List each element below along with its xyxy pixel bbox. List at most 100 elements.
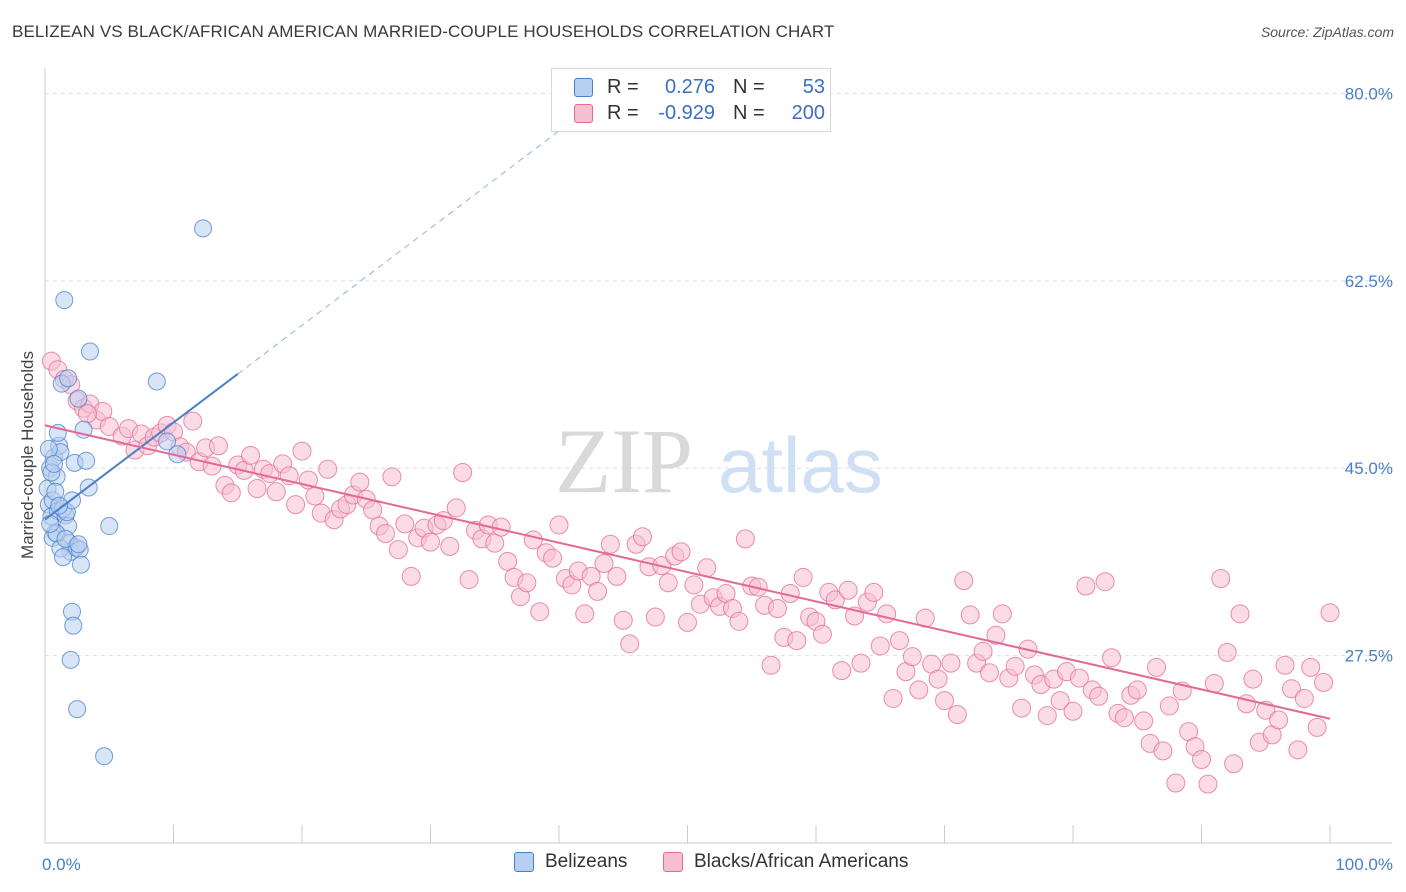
point-blacks bbox=[99, 416, 119, 436]
watermark: ZIP atlas bbox=[555, 410, 883, 512]
point-belizeans bbox=[64, 616, 83, 635]
point-blacks bbox=[793, 567, 813, 587]
point-blacks bbox=[979, 663, 999, 683]
point-blacks bbox=[292, 441, 312, 461]
legend-swatch-blacks bbox=[574, 103, 593, 123]
point-blacks bbox=[1204, 673, 1224, 693]
point-blacks bbox=[902, 647, 922, 667]
point-blacks bbox=[992, 604, 1012, 624]
point-blacks bbox=[954, 571, 974, 591]
point-belizeans bbox=[80, 342, 99, 361]
tick-labels: 27.5% 45.0% 62.5% 80.0% 0.0% 100.0% bbox=[42, 84, 1393, 874]
legend-row-belizeans: R = 0.276 N = 53 bbox=[574, 75, 825, 99]
point-blacks bbox=[1159, 696, 1179, 716]
point-blacks bbox=[440, 536, 460, 556]
point-blacks bbox=[1127, 680, 1147, 700]
point-blacks bbox=[890, 631, 910, 651]
legend-r-label: R = bbox=[607, 101, 639, 124]
chart-title: BELIZEAN VS BLACK/AFRICAN AMERICAN MARRI… bbox=[12, 22, 835, 41]
bottom-legend-blacks: Blacks/African Americans bbox=[663, 851, 908, 873]
point-belizeans bbox=[41, 514, 60, 533]
watermark-zip: ZIP bbox=[555, 410, 693, 512]
point-blacks bbox=[1114, 708, 1134, 728]
point-blacks bbox=[1192, 749, 1211, 769]
x-tick-label: 100.0% bbox=[1335, 855, 1393, 874]
point-blacks bbox=[1198, 774, 1218, 794]
point-blacks bbox=[1089, 686, 1109, 706]
point-blacks bbox=[883, 688, 903, 708]
point-blacks bbox=[530, 602, 550, 622]
point-belizeans bbox=[68, 700, 87, 719]
point-blacks bbox=[1320, 603, 1340, 623]
point-belizeans bbox=[100, 517, 119, 536]
point-blacks bbox=[787, 631, 807, 651]
point-blacks bbox=[363, 500, 383, 520]
x-tick-label: 0.0% bbox=[42, 855, 81, 874]
point-blacks bbox=[382, 467, 402, 487]
point-blacks bbox=[832, 661, 852, 681]
bottom-legend-belizeans: Belizeans bbox=[514, 851, 627, 873]
point-blacks bbox=[1153, 741, 1173, 761]
point-blacks bbox=[767, 598, 787, 618]
point-blacks bbox=[1134, 711, 1154, 731]
point-blacks bbox=[684, 575, 704, 595]
point-blacks bbox=[947, 705, 967, 724]
y-tick-label: 80.0% bbox=[1345, 84, 1393, 103]
series-belizeans bbox=[38, 219, 213, 766]
point-blacks bbox=[877, 604, 897, 624]
trend-line-blacks bbox=[44, 424, 1331, 720]
point-blacks bbox=[1217, 642, 1237, 662]
point-blacks bbox=[421, 532, 440, 552]
point-blacks bbox=[973, 641, 993, 661]
point-blacks bbox=[1037, 706, 1057, 726]
point-blacks bbox=[678, 612, 697, 632]
point-blacks bbox=[286, 495, 306, 515]
y-tick-label: 27.5% bbox=[1345, 647, 1393, 666]
y-tick-label: 62.5% bbox=[1345, 272, 1393, 291]
point-blacks bbox=[594, 554, 614, 574]
point-blacks bbox=[1243, 669, 1263, 689]
point-blacks bbox=[575, 604, 595, 624]
point-blacks bbox=[633, 527, 653, 547]
point-blacks bbox=[446, 498, 466, 518]
point-belizeans bbox=[71, 555, 90, 574]
point-blacks bbox=[870, 636, 890, 656]
point-blacks bbox=[812, 624, 832, 644]
point-blacks bbox=[588, 581, 608, 601]
point-blacks bbox=[645, 607, 665, 627]
point-belizeans bbox=[194, 219, 213, 238]
point-blacks bbox=[607, 566, 627, 586]
point-blacks bbox=[1050, 691, 1070, 711]
point-blacks bbox=[1269, 710, 1289, 730]
point-belizeans bbox=[69, 389, 88, 408]
legend-row-blacks: R = -0.929 N = 200 bbox=[574, 101, 825, 125]
point-blacks bbox=[1230, 604, 1250, 624]
point-belizeans bbox=[53, 548, 72, 567]
point-blacks bbox=[1307, 717, 1327, 737]
point-belizeans bbox=[158, 432, 177, 451]
point-blacks bbox=[1301, 657, 1321, 677]
legend-r-value: -0.929 bbox=[658, 101, 715, 124]
point-blacks bbox=[851, 653, 871, 673]
point-blacks bbox=[453, 462, 473, 482]
series-blacks-african-americans bbox=[41, 351, 1340, 794]
point-blacks bbox=[1095, 572, 1115, 592]
bottom-legend-swatch-blacks bbox=[663, 852, 683, 872]
point-belizeans bbox=[147, 372, 166, 391]
point-blacks bbox=[485, 533, 505, 553]
point-blacks bbox=[318, 459, 338, 479]
point-blacks bbox=[909, 680, 929, 700]
point-blacks bbox=[241, 445, 261, 465]
point-blacks bbox=[376, 524, 396, 544]
point-blacks bbox=[247, 479, 267, 499]
point-belizeans bbox=[55, 291, 74, 310]
point-blacks bbox=[1102, 648, 1122, 668]
bottom-legend-swatch-belizeans bbox=[514, 852, 534, 872]
point-blacks bbox=[935, 691, 954, 711]
point-blacks bbox=[1224, 754, 1244, 774]
point-blacks bbox=[208, 436, 228, 456]
point-blacks bbox=[1166, 773, 1186, 793]
point-blacks bbox=[305, 486, 325, 506]
point-blacks bbox=[350, 472, 370, 492]
